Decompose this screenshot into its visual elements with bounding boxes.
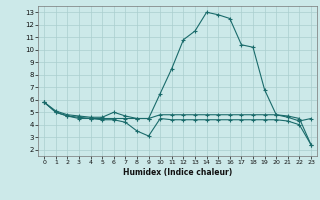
X-axis label: Humidex (Indice chaleur): Humidex (Indice chaleur) xyxy=(123,168,232,177)
